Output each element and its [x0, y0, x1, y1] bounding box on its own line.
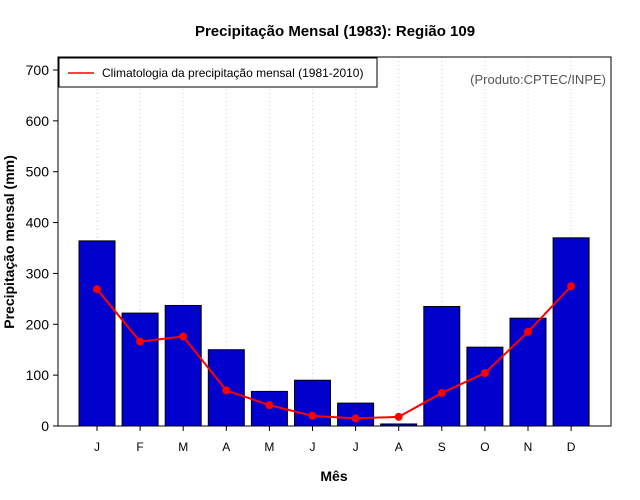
- y-axis: 0 100 200 300 400 500 600 700: [26, 62, 58, 434]
- bar: [552, 237, 590, 427]
- legend-label: Climatologia da precipitação mensal (198…: [102, 66, 363, 80]
- y-tick-label: 300: [26, 265, 50, 281]
- y-tick-label: 500: [26, 164, 50, 180]
- x-tick-label: M: [178, 440, 188, 454]
- bar: [78, 240, 116, 427]
- bar: [164, 304, 202, 427]
- climatology-series-line: [96, 285, 572, 420]
- x-tick-label: D: [567, 440, 576, 454]
- climatology-point: [222, 386, 231, 395]
- x-tick-label: A: [395, 440, 403, 454]
- x-tick-label: M: [264, 440, 274, 454]
- chart-title: Precipitação Mensal (1983): Região 109: [195, 23, 475, 40]
- climatology-point: [308, 411, 317, 420]
- bar: [121, 312, 159, 427]
- x-tick-label: F: [136, 440, 143, 454]
- y-tick-label: 100: [26, 367, 50, 383]
- bar: [423, 305, 461, 427]
- bar: [466, 346, 504, 427]
- climatology-point: [93, 285, 101, 294]
- y-axis-title: Precipitação mensal (mm): [1, 155, 17, 329]
- climatology-point: [265, 401, 274, 410]
- y-tick-label: 200: [26, 316, 50, 332]
- credit-text: (Produto:CPTEC/INPE): [470, 72, 606, 87]
- x-tick-label: N: [524, 440, 533, 454]
- x-tick-label: J: [94, 440, 100, 454]
- x-tick-label: S: [438, 440, 446, 454]
- climatology-point: [351, 414, 360, 423]
- x-tick-label: O: [480, 440, 489, 454]
- y-tick-label: 700: [26, 62, 50, 78]
- climatology-point: [136, 337, 145, 346]
- plot-frame: [57, 56, 612, 427]
- climatology-line: [93, 282, 576, 423]
- bars: [78, 237, 590, 427]
- x-axis-title: Mês: [320, 468, 347, 484]
- climatology-point: [480, 369, 489, 378]
- legend: Climatologia da precipitação mensal (198…: [58, 57, 378, 88]
- climatology-point: [179, 332, 188, 341]
- climatology-point: [394, 412, 403, 421]
- legend-box: [58, 57, 378, 88]
- x-tick-label: J: [353, 440, 359, 454]
- y-tick-label: 400: [26, 215, 50, 231]
- climatology-point: [437, 388, 446, 397]
- x-tick-label: A: [222, 440, 230, 454]
- climatology-point: [524, 327, 532, 336]
- y-tick-label: 600: [26, 113, 50, 129]
- bar: [509, 317, 547, 427]
- x-tick-label: J: [310, 440, 316, 454]
- y-tick-label: 0: [41, 418, 49, 434]
- climatology-point: [567, 282, 576, 291]
